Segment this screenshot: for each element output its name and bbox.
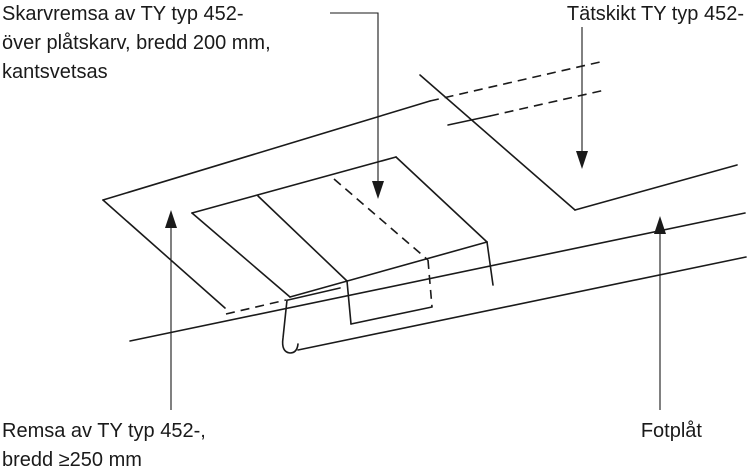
arrow-remsa	[165, 210, 177, 228]
label-remsa-line-1: Remsa av TY typ 452-,	[2, 420, 206, 442]
skarvremsa-lap-left	[346, 280, 352, 325]
sheet-joint-line-left	[257, 195, 348, 282]
label-skarvremsa-line-1: Skarvremsa av TY typ 452-	[2, 3, 244, 25]
skarvremsa-lap-hidden	[427, 259, 433, 308]
tatskikt-back-edge	[447, 115, 491, 126]
tatskikt-front-edge	[574, 164, 738, 211]
skarvremsa-fold-top	[289, 241, 488, 298]
label-fotplat: Fotplåt	[641, 417, 702, 446]
arrow-skarvremsa	[372, 181, 384, 199]
sheet-joint-line-hidden	[333, 178, 429, 261]
label-remsa-line-2: bredd ≥250 mm	[2, 449, 142, 471]
leader-skarvremsa	[330, 12, 379, 183]
tatskikt-back-edge-hidden	[489, 89, 606, 117]
skarvremsa-left-edge	[191, 212, 291, 298]
label-fotplat-line-1: Fotplåt	[640, 420, 702, 442]
label-tatskikt: Tätskikt TY typ 452-	[567, 0, 744, 29]
label-tatskikt-line-1: Tätskikt TY typ 452-	[566, 3, 744, 25]
remsa-side-edge	[102, 199, 226, 309]
arrow-tatskikt	[576, 151, 588, 169]
skarvremsa-lap-bottom	[350, 306, 433, 325]
skarvremsa-fold-front	[287, 287, 341, 301]
skarvremsa-top-edge	[191, 156, 397, 214]
skarvremsa-fold-hidden	[225, 299, 287, 315]
fotplat-drip-edge	[281, 299, 299, 354]
skarvremsa-fold-right	[486, 241, 494, 286]
label-remsa: Remsa av TY typ 452-, bredd ≥250 mm	[2, 417, 206, 473]
skarvremsa-right-edge	[395, 156, 488, 243]
tatskikt-edge-left	[419, 74, 576, 211]
arrow-fotplat	[654, 216, 666, 234]
fotplat-edge-line	[129, 212, 746, 342]
label-skarvremsa: Skarvremsa av TY typ 452- över plåtskarv…	[2, 0, 271, 87]
fotplat-lower-line	[297, 256, 747, 351]
remsa-back-edge	[102, 100, 431, 201]
remsa-back-edge-hidden	[429, 61, 601, 102]
label-skarvremsa-line-2: över plåtskarv, bredd 200 mm,	[2, 32, 271, 54]
label-skarvremsa-line-3: kantsvetsas	[2, 61, 108, 83]
